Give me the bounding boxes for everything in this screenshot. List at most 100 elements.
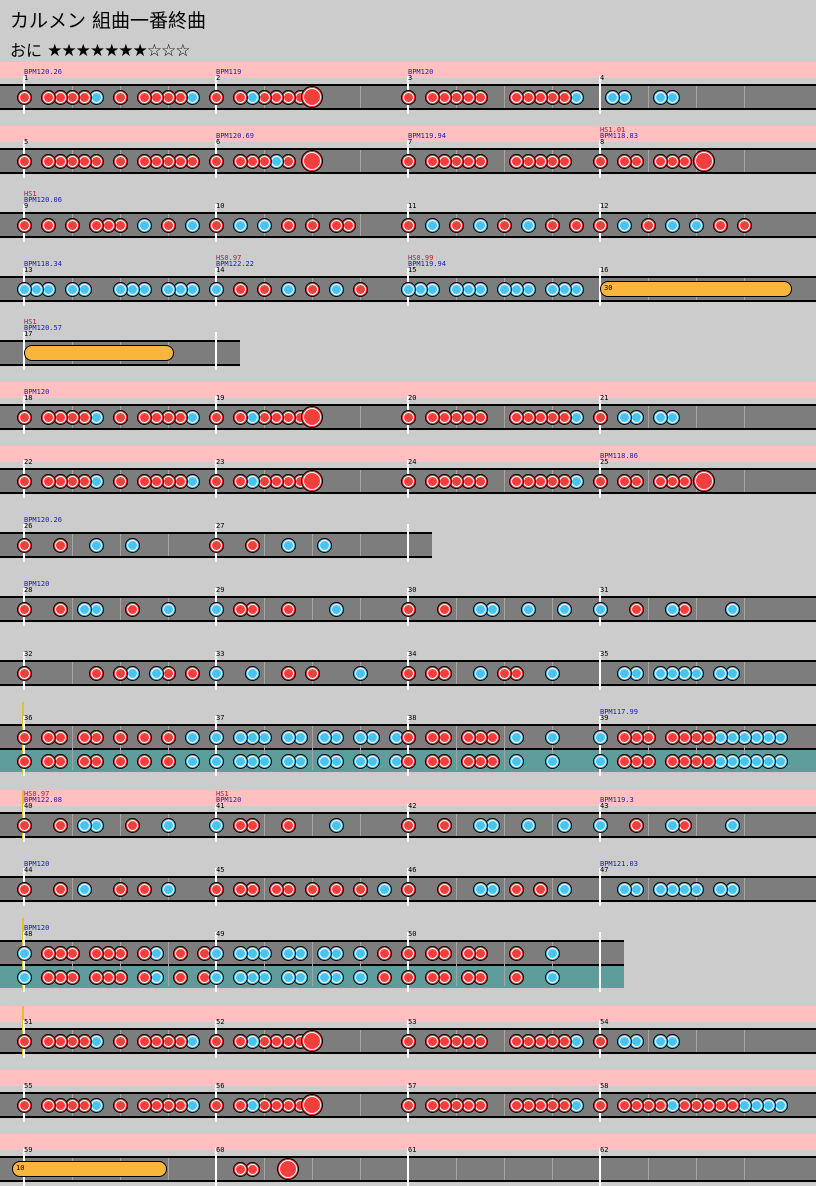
ka-note <box>232 753 248 769</box>
measure-number: 14 <box>216 266 225 274</box>
beat-line <box>696 726 697 770</box>
don-note <box>100 217 116 233</box>
bpm-label: BPM120.06 <box>24 196 62 204</box>
don-note <box>232 1161 248 1177</box>
scroll-speed-label: HS0.97 <box>24 790 50 798</box>
don-note <box>88 665 104 681</box>
measure-number: 2 <box>216 74 221 82</box>
beat-line <box>168 942 169 986</box>
big-don-note <box>301 1030 323 1052</box>
beat-line <box>360 1158 361 1180</box>
beat-line <box>456 726 457 770</box>
measure-number: 54 <box>600 1018 609 1026</box>
ka-note <box>280 969 296 985</box>
beat-line <box>360 598 361 620</box>
bar-line <box>215 716 217 776</box>
measure-number: 30 <box>408 586 417 594</box>
ka-note <box>724 817 740 833</box>
don-note <box>376 945 392 961</box>
beat-line <box>696 86 697 108</box>
don-note <box>136 945 152 961</box>
big-don-note <box>277 1158 299 1180</box>
beat-line <box>744 470 745 492</box>
bpm-label: BPM118.34 <box>24 260 62 268</box>
beat-line <box>72 598 73 620</box>
beat-line <box>72 942 73 986</box>
don-note <box>400 1033 416 1049</box>
don-note <box>16 89 32 105</box>
beat-line <box>120 534 121 556</box>
measure-number: 11 <box>408 202 417 210</box>
don-note <box>160 753 176 769</box>
beat-line <box>504 406 505 428</box>
ka-note <box>652 409 668 425</box>
bar-line <box>599 652 601 690</box>
ka-note <box>592 601 608 617</box>
ka-note <box>508 729 524 745</box>
measure-number: 33 <box>216 650 225 658</box>
ka-note <box>76 881 92 897</box>
don-note <box>64 217 80 233</box>
beat-line <box>360 406 361 428</box>
beat-line <box>312 726 313 770</box>
measure-band <box>0 446 816 462</box>
don-note <box>148 153 164 169</box>
don-note <box>448 217 464 233</box>
don-note <box>208 217 224 233</box>
don-note <box>628 729 644 745</box>
don-note <box>400 473 416 489</box>
measure-number: 22 <box>24 458 33 466</box>
ka-note <box>316 537 332 553</box>
don-note <box>52 601 68 617</box>
don-note <box>244 817 260 833</box>
don-note <box>628 1097 644 1113</box>
don-note <box>160 729 176 745</box>
measure-number: 32 <box>24 650 33 658</box>
beat-line <box>264 814 265 836</box>
beat-line <box>456 662 457 684</box>
ka-note <box>208 601 224 617</box>
ka-note <box>592 817 608 833</box>
beat-line <box>552 726 553 770</box>
don-note <box>304 281 320 297</box>
don-note <box>400 665 416 681</box>
beat-line <box>744 814 745 836</box>
don-note <box>508 89 524 105</box>
beat-line <box>504 1030 505 1052</box>
ka-note <box>64 281 80 297</box>
measure-number: 7 <box>408 138 413 146</box>
measure-number: 12 <box>600 202 609 210</box>
don-note <box>16 537 32 553</box>
beat-line <box>120 598 121 620</box>
don-note <box>16 729 32 745</box>
ka-note <box>184 217 200 233</box>
don-note <box>508 1097 524 1113</box>
ka-note <box>616 409 632 425</box>
ka-note <box>352 969 368 985</box>
don-note <box>436 601 452 617</box>
measure-number: 24 <box>408 458 417 466</box>
measure-number: 26 <box>24 522 33 530</box>
scroll-speed-label: HS1.01 <box>600 126 626 134</box>
don-note <box>592 473 608 489</box>
measure-number: 60 <box>216 1146 225 1154</box>
ka-note <box>352 665 368 681</box>
bpm-label: BPM118.86 <box>600 452 638 460</box>
don-note <box>16 665 32 681</box>
song-title: カルメン 組曲一番終曲 <box>10 10 207 32</box>
don-note <box>520 153 536 169</box>
don-note <box>208 1097 224 1113</box>
don-note <box>232 409 248 425</box>
measure-number: 29 <box>216 586 225 594</box>
don-note <box>400 409 416 425</box>
don-note <box>640 217 656 233</box>
measure-number: 55 <box>24 1082 33 1090</box>
ka-note <box>556 817 572 833</box>
ka-note <box>328 601 344 617</box>
don-note <box>208 537 224 553</box>
beat-line <box>312 534 313 556</box>
ka-note <box>172 281 188 297</box>
don-note <box>16 881 32 897</box>
don-note <box>52 881 68 897</box>
don-note <box>280 817 296 833</box>
